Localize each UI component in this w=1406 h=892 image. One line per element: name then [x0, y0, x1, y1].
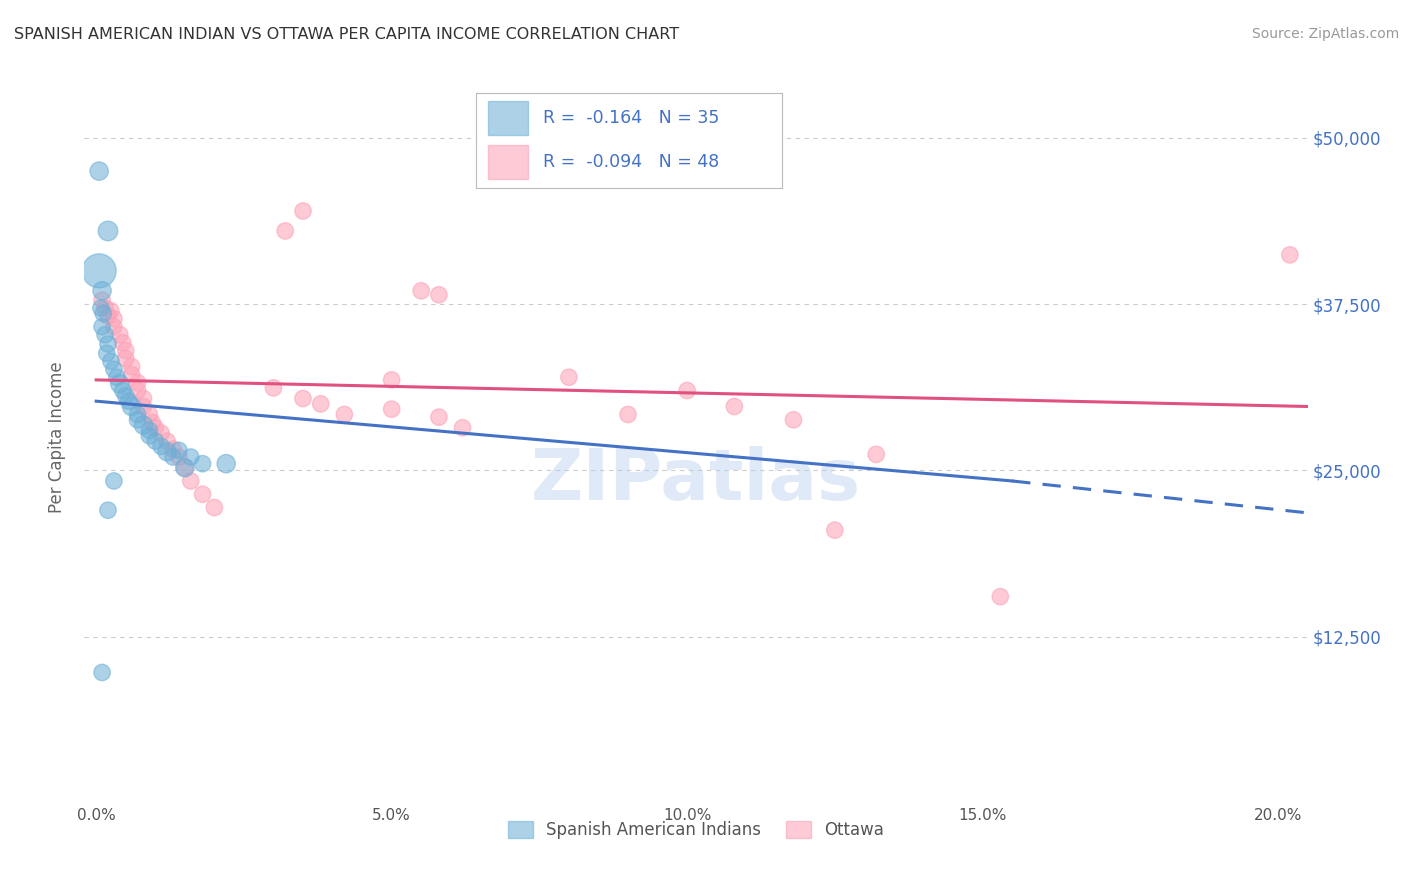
Point	[118, 394, 141, 409]
Point	[127, 376, 149, 390]
Point	[173, 460, 195, 475]
Y-axis label: Per Capita Income: Per Capita Income	[48, 361, 66, 513]
Point	[309, 397, 332, 411]
Point	[100, 354, 122, 368]
Point	[103, 319, 125, 334]
Point	[91, 665, 114, 680]
Point	[114, 351, 136, 366]
Point	[381, 373, 404, 387]
Point	[215, 457, 238, 471]
Point	[103, 311, 125, 326]
Legend: Spanish American Indians, Ottawa: Spanish American Indians, Ottawa	[501, 814, 891, 846]
Point	[411, 284, 433, 298]
Point	[111, 335, 134, 350]
Point	[202, 500, 225, 515]
Point	[91, 284, 114, 298]
Point	[89, 164, 111, 178]
Point	[150, 426, 173, 441]
Point	[132, 400, 155, 414]
Point	[91, 319, 114, 334]
Point	[381, 402, 404, 417]
Point	[162, 450, 184, 464]
Point	[824, 523, 846, 537]
Point	[292, 204, 315, 219]
Point	[617, 408, 640, 422]
Point	[558, 370, 581, 384]
Point	[150, 439, 173, 453]
Point	[138, 424, 160, 438]
Point	[141, 416, 163, 430]
Point	[262, 381, 284, 395]
Point	[274, 224, 297, 238]
Point	[143, 434, 166, 448]
Point	[90, 301, 112, 315]
Point	[94, 301, 117, 315]
Point	[103, 474, 125, 488]
Point	[162, 442, 184, 456]
Point	[108, 376, 131, 391]
Point	[180, 450, 202, 464]
Text: Source: ZipAtlas.com: Source: ZipAtlas.com	[1251, 27, 1399, 41]
Point	[114, 343, 136, 358]
Point	[94, 327, 117, 342]
Point	[138, 408, 160, 422]
Point	[167, 443, 190, 458]
Point	[105, 370, 128, 384]
Point	[333, 408, 356, 422]
Point	[156, 444, 179, 458]
Point	[121, 400, 143, 414]
Point	[127, 408, 149, 422]
Point	[988, 590, 1011, 604]
Point	[292, 392, 315, 406]
Point	[676, 384, 699, 398]
Point	[91, 306, 114, 320]
Point	[97, 503, 120, 517]
Text: ZIPatlas: ZIPatlas	[531, 447, 860, 516]
Point	[167, 450, 190, 464]
Point	[97, 224, 120, 238]
Point	[723, 400, 745, 414]
Point	[103, 362, 125, 376]
Point	[121, 359, 143, 374]
Point	[156, 434, 179, 448]
Point	[89, 264, 111, 278]
Point	[1278, 248, 1301, 262]
Point	[180, 474, 202, 488]
Point	[127, 384, 149, 398]
Point	[427, 287, 450, 301]
Point	[191, 457, 214, 471]
Point	[97, 337, 120, 351]
Point	[451, 421, 474, 435]
Point	[97, 309, 120, 323]
Point	[132, 392, 155, 406]
Point	[138, 429, 160, 443]
Point	[865, 447, 887, 461]
Point	[121, 368, 143, 382]
Point	[108, 327, 131, 342]
Point	[111, 384, 134, 398]
Point	[127, 413, 149, 427]
Point	[132, 418, 155, 433]
Point	[114, 389, 136, 403]
Point	[96, 346, 118, 360]
Point	[782, 413, 804, 427]
Point	[427, 410, 450, 425]
Text: SPANISH AMERICAN INDIAN VS OTTAWA PER CAPITA INCOME CORRELATION CHART: SPANISH AMERICAN INDIAN VS OTTAWA PER CA…	[14, 27, 679, 42]
Point	[100, 303, 122, 318]
Point	[191, 487, 214, 501]
Point	[91, 293, 114, 307]
Point	[143, 421, 166, 435]
Point	[173, 460, 195, 475]
